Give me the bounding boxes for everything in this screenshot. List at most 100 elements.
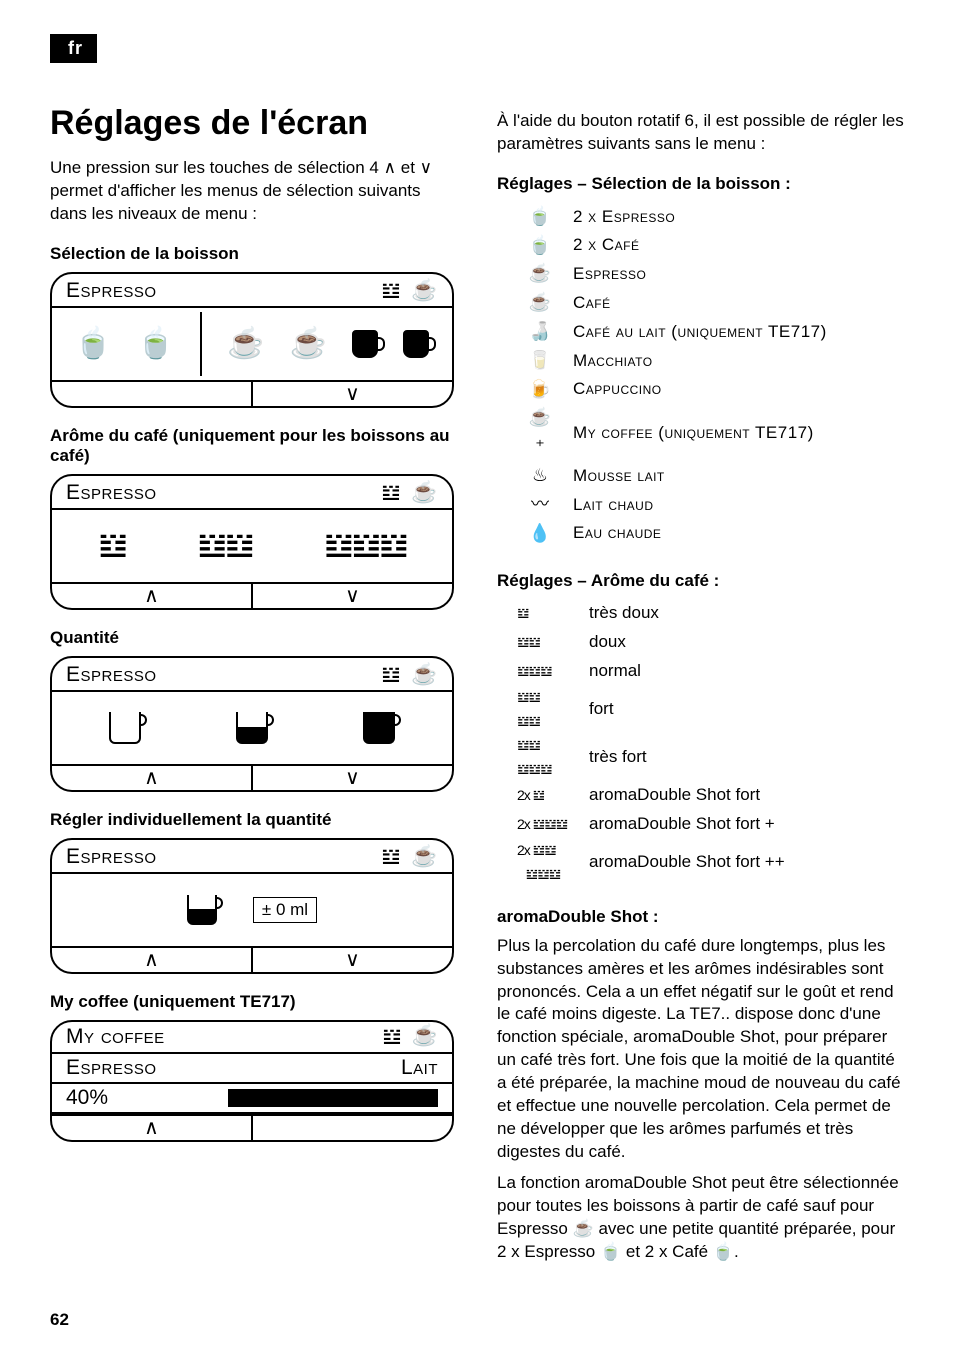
aroma-label: très fort [589,743,647,772]
left-column: Réglages de l'écran Une pression sur les… [50,90,457,1272]
drink-icon: ☕ [527,259,553,288]
aroma-row: 𝍈𝍈𝍈 normal [517,657,904,686]
panel-label: Espresso [66,663,157,687]
cup-icon: ☕ [411,845,438,869]
mycoffee-drink: Espresso [66,1056,157,1080]
heading-aroma-settings: Réglages – Arôme du café : [497,571,904,591]
mycoffee-pct: 40% [66,1086,108,1110]
chevron-up-icon: ∧ [144,1118,159,1138]
bean-icon: 𝍈 [381,844,401,870]
aroma-list: 𝍈très doux𝍈𝍈doux𝍈𝍈𝍈normal𝍈𝍈 𝍈𝍈fort𝍈𝍈 𝍈𝍈𝍈… [517,599,904,886]
drink-label: Cappuccino [573,375,662,402]
chevron-down-icon: ∨ [345,768,360,788]
drink-icon: 💧 [527,519,553,548]
aroma-icon: 𝍈𝍈 𝍈𝍈 [517,686,573,734]
cup-icon: ☕ [412,1024,438,1050]
aroma-icon: 2x 𝍈𝍈 𝍈𝍈𝍈 [517,839,573,887]
intro-text: Une pression sur les touches de sélectio… [50,157,457,226]
cup-icon: ☕ [411,279,438,303]
drink-row: ☕ Espresso [527,259,904,288]
bean-icon: 𝍈 [381,278,401,304]
drink-row: 🥛 Macchiato [527,346,904,375]
drink-label: 2 x Espresso [573,203,675,230]
aroma-label: normal [589,657,641,686]
right-intro: À l'aide du bouton rotatif 6, il est pos… [497,110,904,156]
drink-icon: ♨ [527,461,553,490]
right-column: À l'aide du bouton rotatif 6, il est pos… [497,90,904,1272]
page-number: 62 [50,1310,69,1330]
aroma-icon: 2x 𝍈𝍈𝍈 [517,813,573,837]
drink-label: Eau chaude [573,519,661,546]
aroma-row: 𝍈𝍈 𝍈𝍈𝍈 très fort [517,734,904,782]
language-tag: fr [50,34,97,63]
aroma-icons: 𝍈𝍈𝍈𝍈𝍈𝍈 [52,510,452,582]
drink-icon: 🍵 [527,231,553,260]
chevron-down-icon: ∨ [345,384,360,404]
mycoffee-bar [228,1089,438,1107]
drink-label: Café au lait (uniquement TE717) [573,318,827,345]
aroma-row: 2x 𝍈𝍈 𝍈𝍈𝍈 aromaDouble Shot fort ++ [517,839,904,887]
chevron-up-icon: ∧ [144,950,159,970]
aroma-row: 2x 𝍈𝍈𝍈 aromaDouble Shot fort + [517,810,904,839]
heading-mycoffee: My coffee (uniquement TE717) [50,992,457,1012]
quantity-icons [52,692,452,764]
aroma-icon: 𝍈 [517,602,573,626]
ml-value: ± 0 ml [253,897,317,923]
mycoffee-label: My coffee [66,1025,165,1049]
aroma-row: 𝍈très doux [517,599,904,628]
drink-label: Mousse lait [573,462,665,489]
drink-row: 🍶 Café au lait (uniquement TE717) [527,317,904,346]
heading-quantity: Quantité [50,628,457,648]
aroma-label: fort [589,695,614,724]
page-title: Réglages de l'écran [50,104,457,143]
panel-mycoffee: My coffee 𝍈 ☕ Espresso Lait 40% ∧ [50,1020,454,1142]
aromadouble-p2: La fonction aromaDouble Shot peut être s… [497,1172,904,1264]
drink-row: ☕Café [527,288,904,317]
drink-row: ♨ Mousse lait [527,461,904,490]
chevron-up-icon: ∧ [144,768,159,788]
bean-icon: 𝍈 [381,662,401,688]
drink-list: 🍵 2 x Espresso🍵2 x Café☕ Espresso☕Café🍶 Caf… [527,202,904,548]
aroma-label: doux [589,628,626,657]
aroma-row: 𝍈𝍈 𝍈𝍈 fort [517,686,904,734]
drink-row: 🍵2 x Café [527,231,904,260]
drink-icon: ☕⁺ [527,403,553,461]
drink-icon: 〰 [527,490,553,519]
panel-label: Espresso [66,279,157,303]
cup-icon: ☕ [411,663,438,687]
drink-label: Café [573,289,611,316]
heading-aromadouble: aromaDouble Shot : [497,907,904,927]
drink-icon: 🥛 [527,346,553,375]
heading-aroma: Arôme du café (uniquement pour les boiss… [50,426,457,466]
aroma-icon: 𝍈𝍈 𝍈𝍈𝍈 [517,734,573,782]
drink-label: Macchiato [573,347,653,374]
aromadouble-p1: Plus la percolation du café dure longtem… [497,935,904,1164]
aroma-label: aromaDouble Shot fort + [589,810,775,839]
bean-icon: 𝍈 [381,480,401,506]
aroma-icon: 𝍈𝍈𝍈 [517,660,573,684]
panel-quantity: Espresso 𝍈 ☕ ∧ ∨ [50,656,454,792]
aroma-label: aromaDouble Shot fort ++ [589,848,785,877]
bean-icon: 𝍈 [382,1024,402,1050]
mycoffee-right: Lait [401,1056,438,1080]
panel-selection: Espresso 𝍈☕ 🍵🍵 ☕☕ ∨ [50,272,454,408]
heading-individual: Régler individuellement la quantité [50,810,457,830]
drink-row: 〰 Lait chaud [527,490,904,519]
drink-label: Espresso [573,260,646,287]
drink-label: Lait chaud [573,491,654,518]
chevron-down-icon: ∨ [345,950,360,970]
drink-row: 🍵 2 x Espresso [527,202,904,231]
heading-drink-settings: Réglages – Sélection de la boisson : [497,174,904,194]
panel-individual: Espresso 𝍈 ☕ ± 0 ml ∧ ∨ [50,838,454,974]
aroma-icon: 2x 𝍈 [517,784,573,808]
drink-row: ☕⁺My coffee (uniquement TE717) [527,403,904,461]
drink-row: 🍺 Cappuccino [527,375,904,404]
drink-icon: 🍺 [527,375,553,404]
drink-icon: 🍶 [527,317,553,346]
drink-row: 💧 Eau chaude [527,519,904,548]
cup-icon: ☕ [411,481,438,505]
panel-aroma: Espresso 𝍈☕ 𝍈𝍈𝍈𝍈𝍈𝍈 ∧∨ [50,474,454,610]
chevron-up-icon: ∧ [144,586,159,606]
drink-icon: 🍵 [527,202,553,231]
panel-label: Espresso [66,845,157,869]
